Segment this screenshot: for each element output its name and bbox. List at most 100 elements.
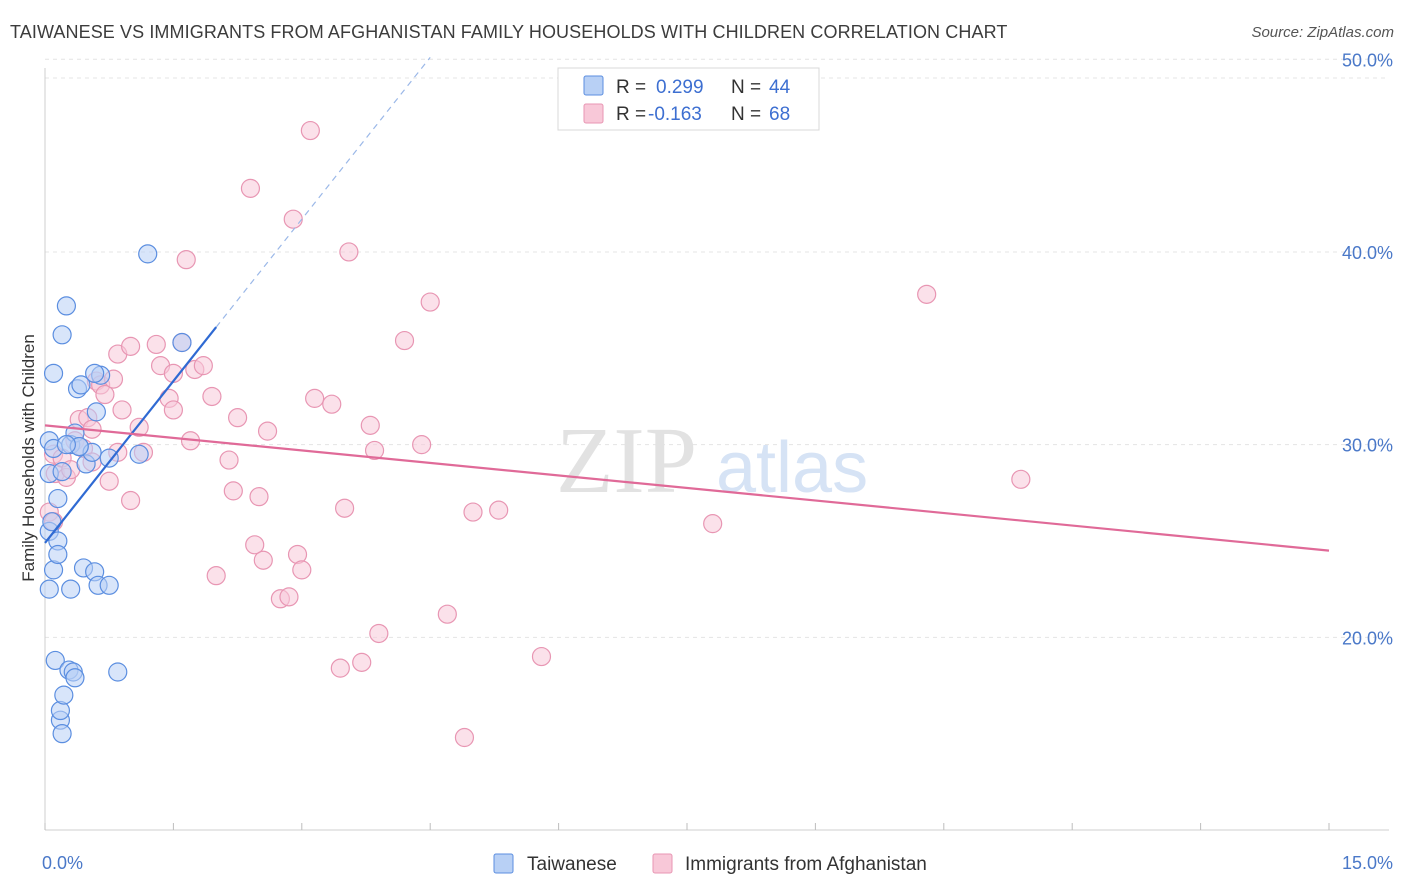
afghan-point	[322, 394, 342, 414]
taiwanese-point	[99, 575, 119, 595]
afghan-point	[330, 658, 350, 678]
taiwanese-point	[45, 650, 65, 671]
afghan-point	[95, 384, 115, 405]
afghan-point	[489, 500, 509, 520]
afghan-point	[394, 330, 415, 351]
afghan-point	[360, 415, 380, 435]
legend-n-value-1: 44	[769, 77, 791, 98]
taiwanese-point	[85, 363, 105, 383]
afghan-point	[437, 604, 457, 624]
afghan-point	[283, 209, 303, 229]
watermark-atlas: atlas	[716, 428, 868, 508]
afghan-point	[369, 623, 389, 644]
bottom-legend-afghan: Immigrants from Afghanistan	[685, 854, 927, 875]
afghan-point	[352, 652, 372, 672]
y-axis-label: Family Households with Children	[19, 334, 38, 582]
taiwanese-point	[56, 296, 77, 316]
afghan-point	[292, 560, 312, 580]
afghan-point	[240, 178, 261, 198]
taiwanese-point	[129, 444, 149, 464]
bottom-legend-swatch-taiwanese	[493, 853, 514, 874]
afghan-point	[253, 550, 273, 570]
legend-r-label-2: R =	[616, 104, 646, 125]
afghan-point	[121, 490, 141, 511]
afghan-point	[335, 498, 355, 518]
taiwanese-point	[108, 662, 128, 682]
chart-title: TAIWANESE VS IMMIGRANTS FROM AFGHANISTAN…	[10, 22, 1008, 42]
x-axis-tick-labels: 0.0% 15.0%	[42, 853, 1393, 873]
afghan-point	[454, 727, 475, 748]
trend-lines	[44, 56, 1330, 552]
afghan-point	[245, 535, 265, 555]
taiwanese-point	[61, 579, 81, 599]
afghan-point	[257, 421, 278, 441]
afghan-point	[112, 400, 132, 420]
taiwanese-series	[39, 244, 192, 744]
y-axis-tick-labels: 20.0% 30.0% 40.0% 50.0%	[1342, 50, 1393, 648]
afghan-point	[206, 566, 226, 586]
afghan-point	[99, 471, 119, 491]
taiwanese-trend-line	[44, 326, 218, 544]
legend-swatch-afghan	[583, 103, 604, 124]
afghan-point	[420, 292, 440, 312]
y-tick-label: 40.0%	[1342, 243, 1393, 263]
taiwanese-point	[138, 244, 158, 264]
afghan-point	[193, 356, 213, 376]
taiwanese-point	[172, 332, 192, 353]
stats-legend: R = 0.299 N = 44 R = -0.163 N = 68	[557, 67, 820, 131]
bottom-legend-taiwanese: Taiwanese	[527, 854, 617, 875]
afghan-point	[703, 514, 723, 534]
legend-n-label-1: N =	[731, 77, 761, 98]
taiwanese-point	[71, 375, 91, 395]
taiwanese-point	[52, 462, 72, 482]
afghan-point	[300, 120, 320, 141]
afghan-point	[364, 440, 385, 461]
y-tick-label: 20.0%	[1342, 628, 1393, 648]
legend-n-value-2: 68	[769, 104, 790, 125]
afghan-point	[412, 435, 432, 455]
afghan-point	[917, 284, 937, 304]
afghan-series	[39, 120, 1031, 748]
legend-r-label-1: R =	[616, 77, 646, 98]
source-label: Source: ZipAtlas.com	[1251, 24, 1394, 41]
x-tick-label-min: 0.0%	[42, 853, 83, 873]
legend-swatch-taiwanese	[583, 75, 604, 96]
taiwanese-point	[39, 579, 59, 599]
afghan-point	[1011, 469, 1031, 489]
taiwanese-point	[43, 363, 64, 383]
afghan-point	[202, 386, 222, 407]
afghan-point	[223, 481, 243, 501]
afghan-point	[219, 450, 239, 470]
afghan-point	[228, 408, 248, 428]
taiwanese-point	[86, 402, 106, 422]
afghan-point	[279, 587, 299, 607]
afghan-point	[249, 487, 269, 507]
afghan-point	[339, 242, 359, 262]
taiwanese-point	[65, 668, 85, 688]
legend-n-label-2: N =	[731, 104, 761, 125]
afghan-point	[121, 336, 141, 356]
taiwanese-trend-extension	[215, 56, 431, 328]
x-tick-label-max: 15.0%	[1342, 853, 1393, 873]
watermark-zip: ZIP	[556, 409, 697, 513]
bottom-legend-swatch-afghan	[652, 853, 673, 874]
legend-r-value-1: 0.299	[656, 77, 704, 98]
taiwanese-point	[48, 544, 68, 565]
y-tick-label: 30.0%	[1342, 436, 1393, 456]
grid-lines	[45, 58, 1389, 638]
taiwanese-point	[56, 435, 77, 455]
afghan-point	[129, 417, 149, 437]
afghan-point	[305, 388, 325, 408]
y-tick-label: 50.0%	[1342, 50, 1393, 70]
afghan-point	[146, 334, 166, 355]
taiwanese-point	[54, 685, 74, 705]
taiwanese-point	[48, 488, 68, 509]
legend-r-value-2: -0.163	[648, 104, 702, 125]
series-legend: Taiwanese Immigrants from Afghanistan	[493, 853, 927, 875]
afghan-point	[463, 502, 483, 522]
taiwanese-point	[52, 724, 72, 744]
taiwanese-point	[99, 448, 119, 468]
afghan-trend-line	[44, 424, 1330, 552]
afghan-point	[531, 646, 552, 667]
taiwanese-point	[52, 325, 72, 345]
